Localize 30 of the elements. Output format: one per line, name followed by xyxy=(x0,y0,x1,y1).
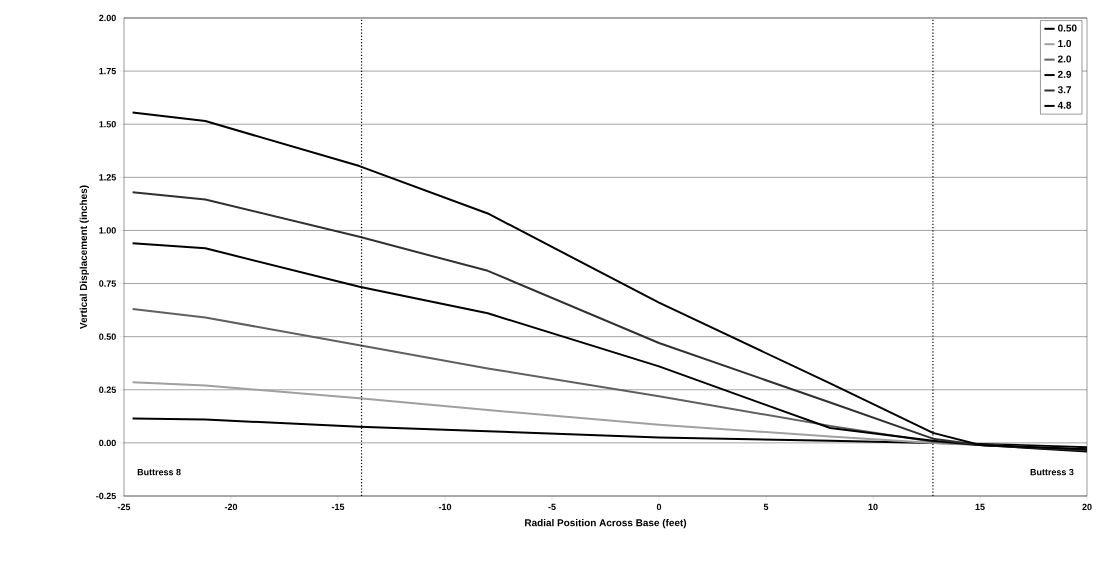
y-tick-label: 0.75 xyxy=(99,280,116,287)
y-tick-label: 0.25 xyxy=(99,386,116,393)
y-tick-label: 2.00 xyxy=(99,14,116,22)
y-tick-label: 1.50 xyxy=(99,121,116,128)
x-tick-label: 20 xyxy=(1082,503,1092,511)
y-tick-label: 1.75 xyxy=(99,67,116,75)
x-tick-label: -20 xyxy=(224,503,238,511)
annotation: Buttress 8 xyxy=(137,468,181,476)
legend-label: 0.50 xyxy=(1058,24,1077,32)
legend-label: 3.7 xyxy=(1057,86,1072,94)
y-tick-label: 0.00 xyxy=(99,439,116,447)
x-tick-label: -10 xyxy=(438,503,452,511)
x-tick-label: 15 xyxy=(975,503,985,511)
legend-label: 4.8 xyxy=(1057,101,1072,109)
y-tick-label: 1.25 xyxy=(99,174,116,181)
x-tick-label: -15 xyxy=(331,503,345,511)
y-tick-label: 1.00 xyxy=(99,227,116,234)
y-tick-label: -0.25 xyxy=(96,492,116,500)
x-axis-title: Radial Position Across Base (feet) xyxy=(525,518,687,529)
y-axis-title: Vertical Displacement (inches) xyxy=(79,185,89,329)
legend-label: 2.0 xyxy=(1057,55,1072,63)
x-tick-label: 0 xyxy=(656,503,662,511)
x-tick-label: 5 xyxy=(763,503,769,511)
x-tick-label: -5 xyxy=(548,503,556,511)
annotation: Buttress 3 xyxy=(1030,468,1074,476)
legend-label: 2.9 xyxy=(1057,70,1072,78)
x-tick-label: 10 xyxy=(868,503,878,511)
legend-label: 1.0 xyxy=(1058,40,1072,48)
y-tick-label: 0.50 xyxy=(99,333,116,340)
x-tick-label: -25 xyxy=(117,503,131,511)
